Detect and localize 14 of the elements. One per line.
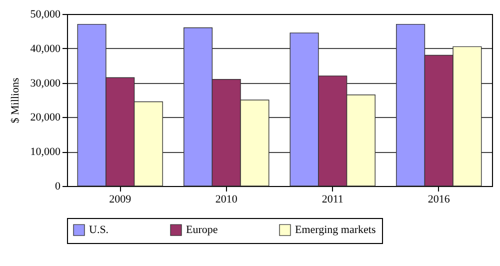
y-tick-label: 20,000: [30, 112, 61, 124]
x-tick-label: 2010: [215, 194, 238, 206]
y-tick-label: 0: [55, 180, 61, 192]
legend-label: Emerging markets: [295, 224, 376, 236]
y-tick-label: 10,000: [30, 146, 61, 158]
legend-label: Europe: [186, 224, 218, 236]
y-tick-label: 40,000: [30, 42, 61, 55]
x-tick-label: 2011: [322, 194, 344, 206]
x-tick-label: 2009: [109, 194, 132, 206]
x-tick-label: 2016: [428, 194, 450, 206]
y-tick-label: 50,000: [30, 8, 61, 20]
y-axis-title: $ Millions: [9, 78, 22, 124]
legend-label: U.S.: [89, 224, 109, 236]
y-tick-label: 30,000: [30, 77, 61, 90]
